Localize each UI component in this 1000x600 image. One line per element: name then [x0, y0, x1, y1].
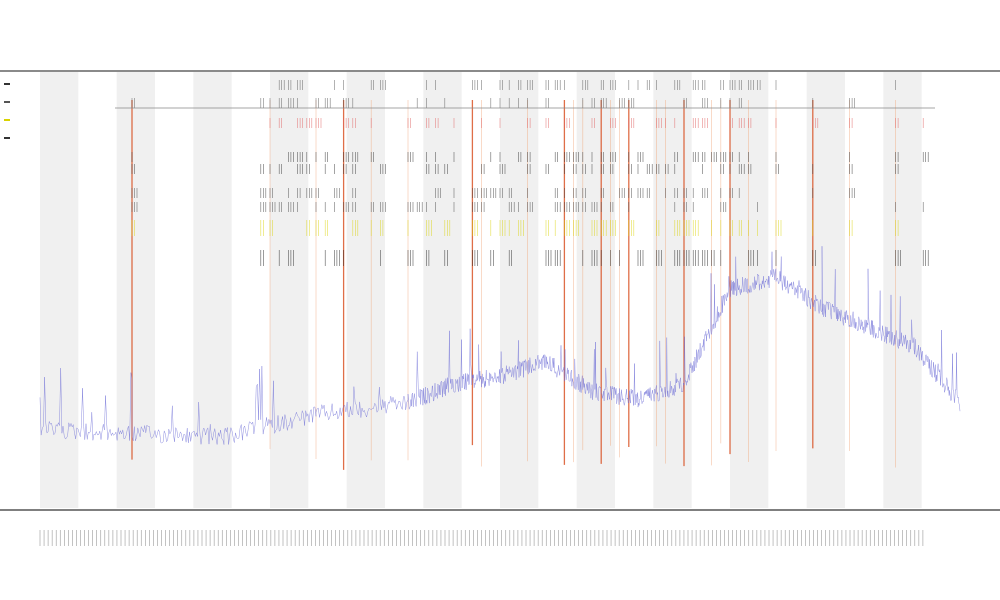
background-band [346, 72, 385, 508]
background-band [116, 72, 155, 508]
baseline-series-line [39, 246, 961, 445]
x-tick-labels [39, 530, 924, 546]
event-rows [131, 80, 929, 266]
background-band [576, 72, 615, 508]
background-band [883, 72, 922, 508]
background-band [653, 72, 692, 508]
background-band [500, 72, 539, 508]
background-band [270, 72, 309, 508]
background-band [40, 72, 79, 508]
baseline-series [39, 246, 961, 445]
background-band [193, 72, 232, 508]
background-bands [40, 72, 922, 508]
background-band [423, 72, 462, 508]
legend [4, 83, 10, 139]
